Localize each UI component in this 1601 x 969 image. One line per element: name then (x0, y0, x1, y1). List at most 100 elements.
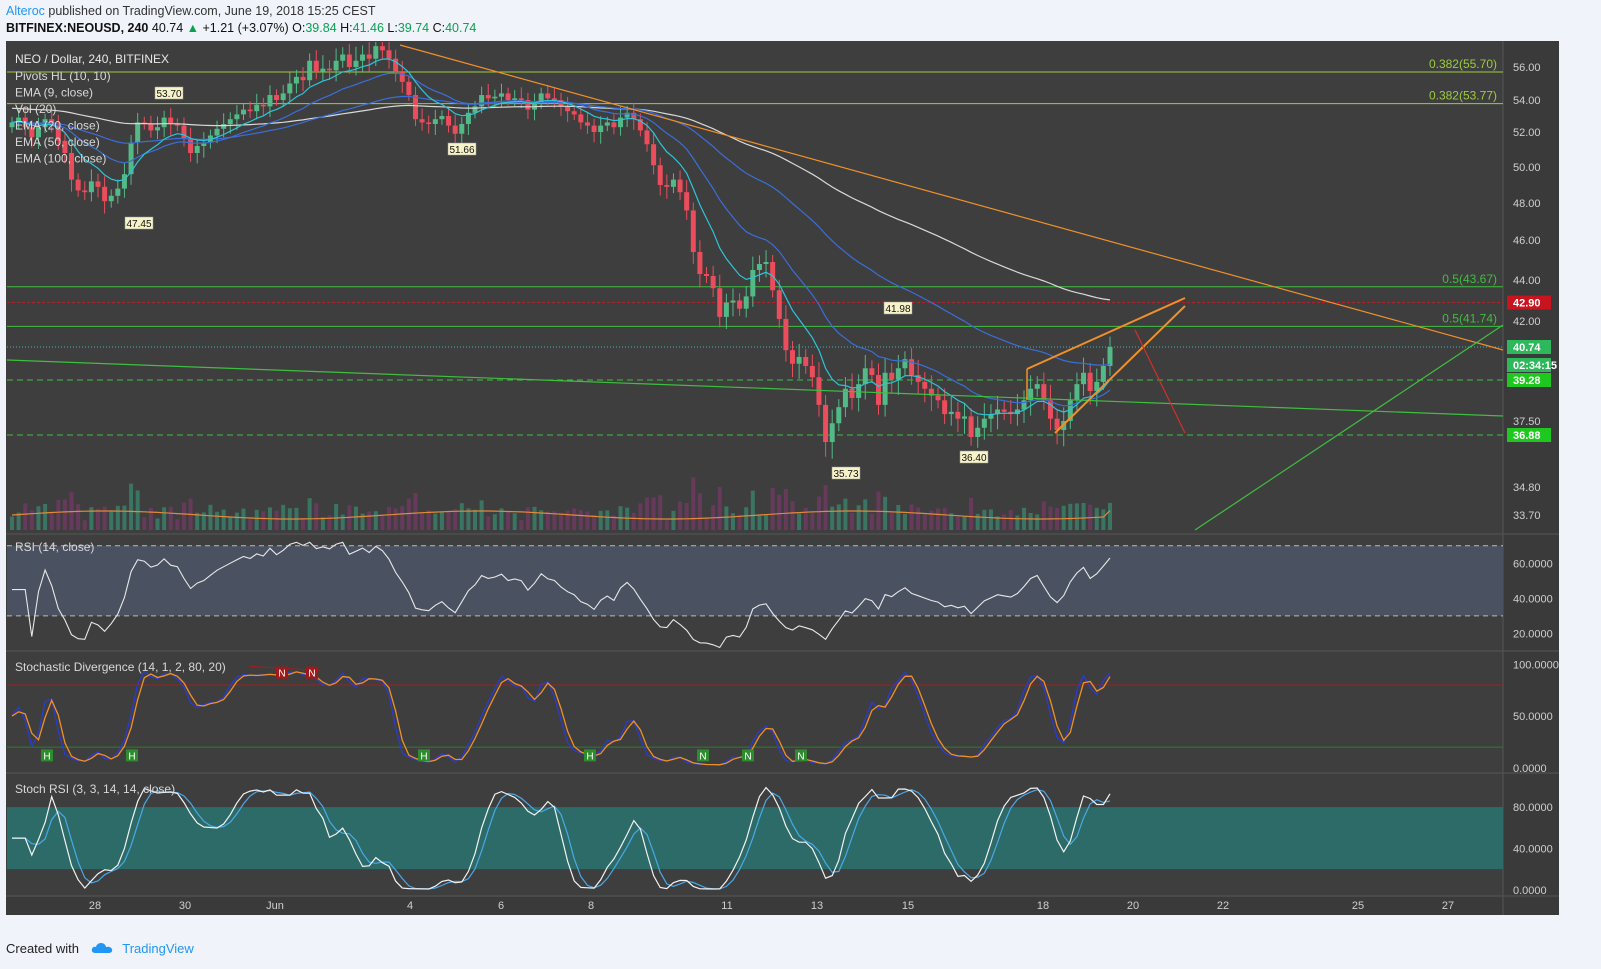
volume-bar (406, 498, 411, 530)
divergence-marker (742, 749, 754, 762)
candle-body (234, 114, 240, 120)
candle-body (121, 174, 127, 189)
time-tick-label: 15 (902, 900, 914, 912)
volume-bar (479, 500, 484, 530)
volume-bar (962, 516, 967, 530)
volume-bar (1041, 501, 1046, 530)
candle-body (995, 409, 1001, 415)
candle-body (254, 104, 260, 112)
candle-body (260, 104, 266, 107)
volume-bar (578, 510, 583, 530)
candle-body (446, 116, 452, 126)
symbol: BITFINEX:NEOUSD, 240 (6, 21, 149, 35)
tradingview-link[interactable]: TradingView (122, 941, 194, 956)
candle-body (968, 416, 974, 437)
candle-body (102, 186, 108, 202)
divergence-marker-label: N (797, 751, 804, 762)
volume-bar (234, 512, 239, 530)
candle-body (29, 127, 35, 138)
volume-bar (1048, 506, 1053, 530)
author-link[interactable]: Alteroc (6, 4, 45, 18)
candle-body (604, 122, 610, 126)
candle-body (452, 125, 458, 134)
volume-bar (466, 508, 471, 530)
candle-body (300, 76, 306, 81)
volume-bar (439, 511, 444, 530)
volume-bar (559, 512, 563, 530)
candle-body (823, 404, 829, 442)
stoch-tick-label: 0.0000 (1513, 763, 1547, 775)
stoch-title: Stochastic Divergence (14, 1, 2, 80, 20) (15, 660, 226, 674)
volume-bar (486, 516, 491, 530)
volume-bar (43, 504, 48, 530)
candle-body (942, 400, 948, 415)
high-label: H: (340, 21, 353, 35)
candle-body (677, 179, 683, 193)
volume-bar (334, 504, 339, 530)
time-tick-label: 8 (588, 900, 594, 912)
candle-body (492, 96, 498, 99)
price-badge (1507, 340, 1551, 354)
low-label: L: (387, 21, 398, 35)
volume-bar (208, 504, 213, 530)
time-tick-label: 13 (811, 900, 823, 912)
price-tick-label: 33.70 (1513, 510, 1541, 522)
candle-body (955, 411, 961, 419)
fib-level-label: 0.5(41.74) (1442, 311, 1497, 325)
candle-body (386, 50, 392, 59)
volume-bar (181, 502, 186, 530)
price-tick-label: 48.00 (1513, 198, 1541, 210)
candle-body (664, 185, 670, 187)
divergence-marker (306, 666, 318, 679)
candle-body (836, 407, 842, 424)
candle-body (1028, 388, 1034, 401)
volume-bar (988, 509, 993, 530)
volume-bar (23, 503, 28, 530)
volume-bar (1008, 510, 1013, 530)
divergence-marker-label: H (420, 751, 427, 762)
price-badge-label: 42.90 (1513, 298, 1541, 310)
legend-entry: EMA (100, close) (15, 152, 106, 166)
last-price: 40.74 (151, 21, 184, 35)
candle-body (816, 377, 822, 405)
candle-body (406, 81, 412, 96)
volume-bar (717, 486, 722, 530)
candle-body (181, 125, 187, 139)
candle-body (928, 388, 934, 396)
volume-bar (777, 494, 782, 530)
volume-bar (816, 496, 821, 530)
candle-body (803, 356, 809, 366)
volume-bar (942, 508, 947, 530)
volume-bar (1028, 513, 1033, 530)
volume-bar (148, 507, 153, 530)
volume-bar (228, 516, 233, 530)
candle-body (869, 368, 875, 376)
divergence-marker (418, 749, 430, 762)
candle-body (988, 414, 994, 419)
stoch-rsi-pane: Stoch RSI (3, 3, 14, 14, close) 80.0000 40… (7, 782, 1553, 897)
volume-bar (955, 516, 960, 530)
candle-body (485, 95, 491, 99)
volume-bar (856, 505, 861, 530)
candle-body (465, 112, 471, 124)
candle-body (525, 100, 531, 110)
volume-bar (770, 487, 775, 530)
volume-bar (387, 506, 392, 530)
volume-bar (539, 510, 544, 530)
volume-bar (129, 483, 134, 530)
candle-body (796, 356, 802, 364)
volume-bar (307, 498, 312, 530)
candle-body (578, 114, 584, 123)
candle-body (1034, 384, 1040, 389)
candle-body (426, 122, 432, 124)
volume-bar (843, 498, 848, 530)
candle-body (618, 117, 624, 128)
candle-body (1054, 418, 1060, 431)
candle-body (419, 119, 425, 123)
volume-bar (62, 499, 67, 530)
tradingview-logo-icon (91, 942, 113, 957)
volume-bar (1015, 515, 1020, 530)
divergence-marker (795, 749, 807, 762)
volume-bar (730, 513, 735, 530)
